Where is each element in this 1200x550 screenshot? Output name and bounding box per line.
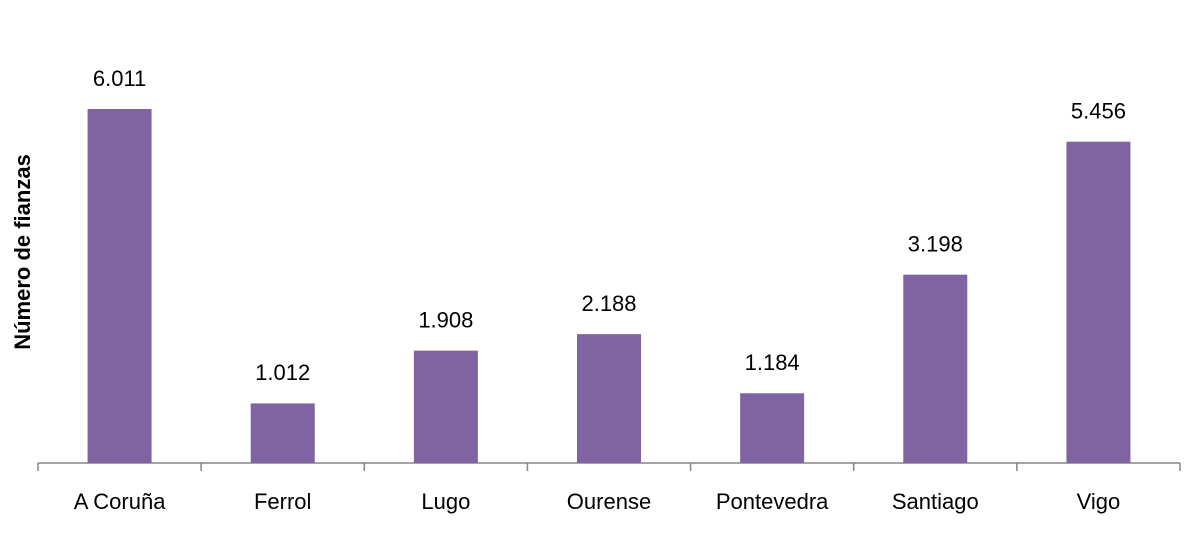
x-tick-label: Pontevedra [716, 489, 829, 514]
bar [577, 334, 641, 463]
x-tick-label: Ferrol [254, 489, 311, 514]
bar [1066, 141, 1131, 464]
bar [903, 274, 968, 463]
bar [250, 403, 315, 463]
data-label: 1.184 [745, 350, 800, 375]
x-tick-label: Ourense [567, 489, 651, 514]
data-label: 3.198 [908, 231, 963, 256]
bar [413, 350, 478, 463]
data-label: 1.908 [418, 307, 473, 332]
y-axis-label: Número de fianzas [10, 154, 35, 350]
x-tick-label: Lugo [421, 489, 470, 514]
x-tick-label: Vigo [1077, 489, 1121, 514]
bar [87, 109, 152, 463]
data-label: 2.188 [581, 291, 636, 316]
data-label: 6.011 [93, 66, 146, 91]
data-label: 1.012 [255, 360, 310, 385]
data-label: 5.456 [1071, 98, 1126, 123]
x-tick-label: Santiago [892, 489, 979, 514]
bar [740, 393, 805, 463]
x-tick-label: A Coruña [74, 489, 166, 514]
